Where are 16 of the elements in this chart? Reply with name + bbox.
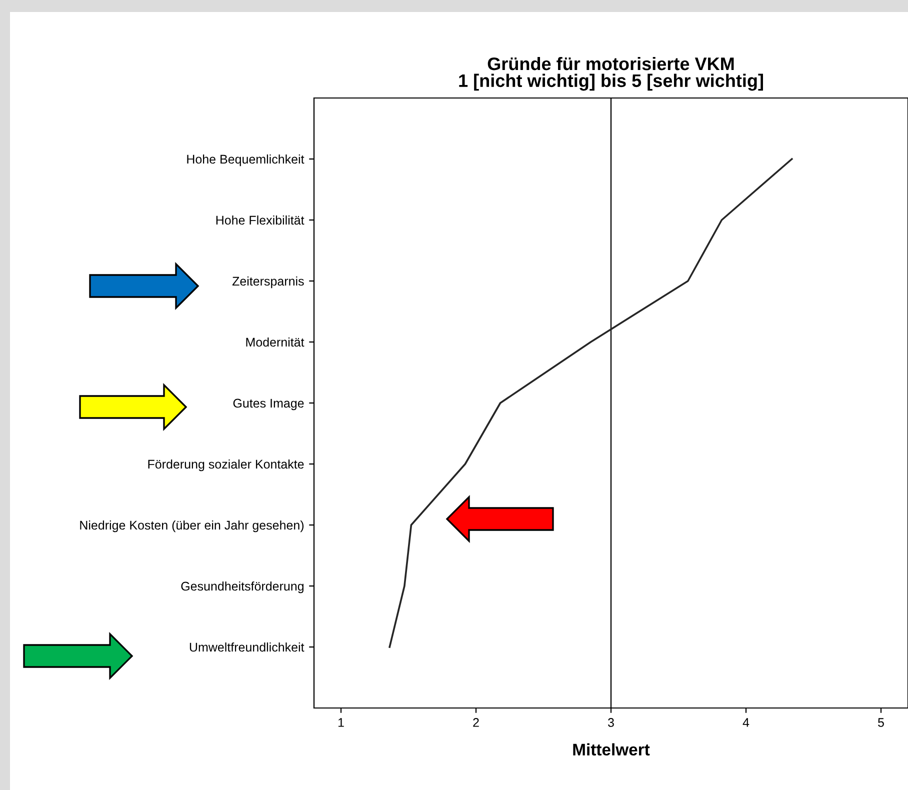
y-tick-label: Modernität <box>246 337 304 347</box>
x-tick-label: 5 <box>878 718 884 727</box>
y-tick-label: Umweltfreundlichkeit <box>190 642 304 652</box>
y-tick-label: Hohe Bequemlichkeit <box>187 154 304 166</box>
y-tick-label: Hohe Flexibilität <box>216 215 304 225</box>
y-tick-label: Gutes Image <box>233 398 304 410</box>
y-tick-label: Gesundheitsförderung <box>181 581 304 594</box>
y-tick-label: Zeitersparnis <box>232 276 304 288</box>
x-tick-label: 2 <box>473 718 479 727</box>
x-tick-label: 3 <box>608 718 614 727</box>
x-axis-title: Mittelwert <box>573 743 650 756</box>
y-tick-label: Förderung sozialer Kontakte <box>148 459 304 472</box>
x-tick-label: 4 <box>742 718 750 727</box>
y-tick-label: Niedrige Kosten (über ein Jahr gesehen) <box>80 520 304 532</box>
x-tick-label: 1 <box>338 718 344 727</box>
chart-title: Gründe für motorisierte VKM 1 [nicht wichtig] bis 5 [sehr wichtig] <box>459 56 763 91</box>
